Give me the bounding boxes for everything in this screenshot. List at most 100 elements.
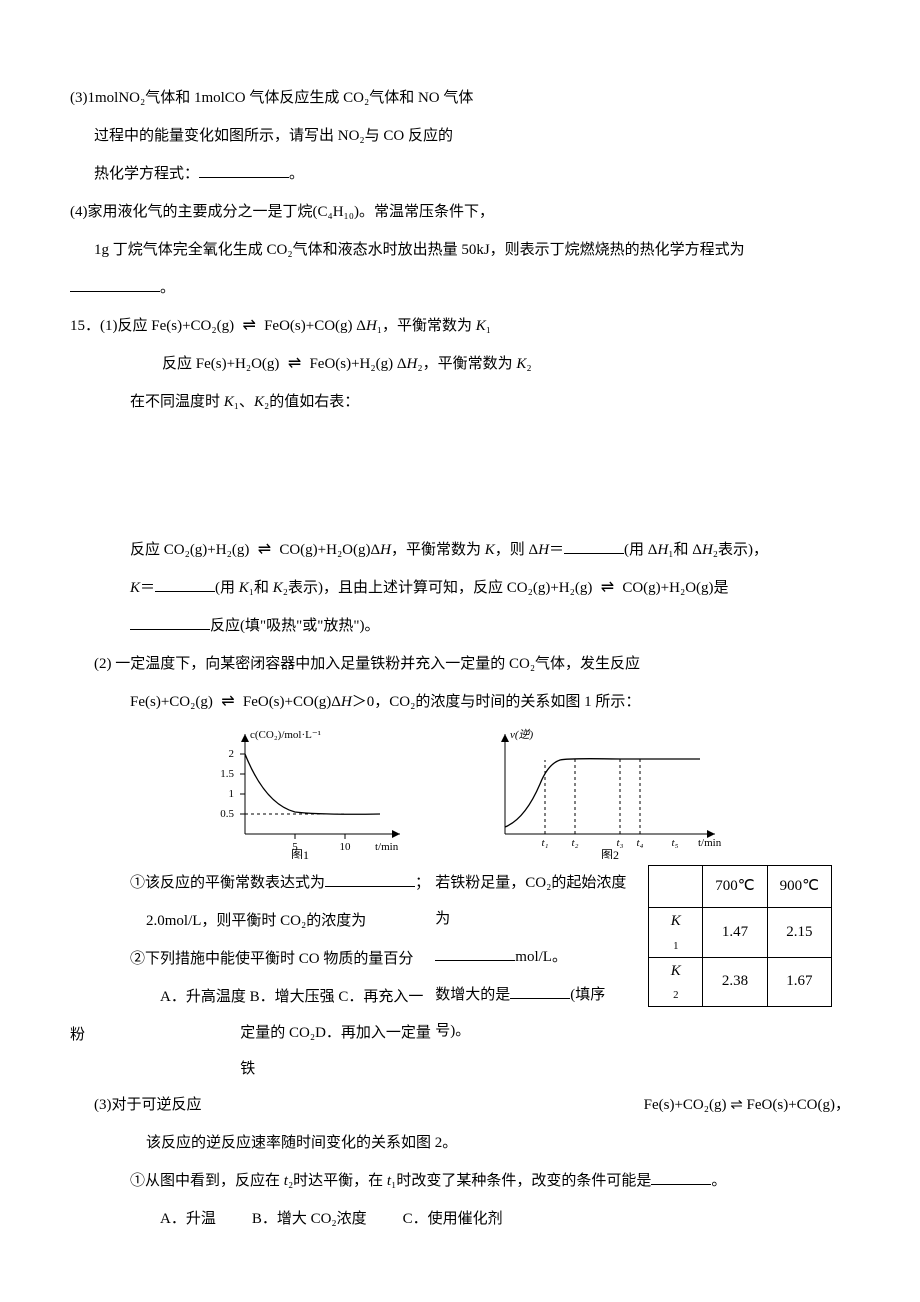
var-K: K (130, 580, 140, 596)
cell: 2.15 (767, 908, 831, 958)
t: ； (415, 875, 430, 891)
svg-text:t₄: t₄ (637, 837, 644, 849)
t: ₂表示)， (713, 542, 768, 558)
eq-arrow-icon (279, 359, 309, 370)
var-H: H (702, 542, 713, 558)
blank-dH[interactable] (564, 540, 624, 554)
q15-2-line1: (2) 一定温度下，向某密闭容器中加入足量铁粉并充入一定量的 CO₂气体，发生反… (70, 646, 850, 682)
blank-conc[interactable] (435, 947, 515, 961)
t: ②下列措施中能使平衡时 CO 物质的量百分 (130, 951, 413, 967)
q4-line1: (4)家用液化气的主要成分之一是丁烷(C₄H₁₀)。常温常压条件下， (70, 194, 850, 230)
var-K: K (224, 394, 234, 410)
wrap-right: mol/L。 (435, 939, 630, 975)
t: 。 (711, 1173, 726, 1189)
opt-a: A．升温 (160, 1211, 216, 1227)
var-K: K (239, 580, 249, 596)
t: (3)对于可逆反应 (94, 1097, 202, 1113)
cell: 2.38 (703, 957, 767, 1007)
svg-text:1.5: 1.5 (220, 768, 234, 780)
t: ₂时达平衡，在 (288, 1173, 387, 1189)
q3-pre: 热化学方程式： (94, 166, 199, 182)
t: ₁、 (234, 394, 254, 410)
t: FeO(s)+H₂(g) Δ (309, 356, 406, 372)
t: ₁ (486, 318, 491, 334)
q15-3-line2: 该反应的逆反应速率随时间变化的关系如图 2。 (70, 1125, 850, 1161)
blank-type[interactable] (130, 616, 210, 630)
t: ₁和 (249, 580, 273, 596)
q4-line2: 1g 丁烷气体完全氧化生成 CO₂气体和液态水时放出热量 50kJ，则表示丁烷燃… (70, 232, 850, 268)
q15-1-line6: 反应(填"吸热"或"放热")。 (70, 608, 850, 644)
table-row: 700℃ 900℃ (649, 866, 832, 908)
cell: 1.47 (703, 908, 767, 958)
eq-arrow-icon (213, 697, 243, 708)
var-H: H (380, 542, 391, 558)
svg-text:图2: 图2 (601, 848, 619, 859)
var-K: K (476, 318, 486, 334)
t: (用 (215, 580, 239, 596)
q15-1-line1: 15．(1)反应 Fe(s)+CO₂(g)FeO(s)+CO(g) ΔH₁，平衡… (70, 308, 850, 344)
q3-blank[interactable] (199, 164, 289, 178)
t: ＝ (549, 542, 564, 558)
var-K: K (273, 580, 283, 596)
t: ₂ (526, 356, 531, 372)
eq-arrow-icon (592, 583, 622, 594)
eq-arrow-icon (249, 545, 279, 556)
t: ①从图中看到，反应在 (130, 1173, 284, 1189)
t: ₂表示)，且由上述计算可知，反应 CO₂(g)+H₂(g) (283, 580, 593, 596)
opt-b: B．增大 CO₂浓度 (252, 1211, 367, 1227)
blank-expr[interactable] (325, 873, 415, 887)
svg-text:t/min: t/min (698, 837, 722, 849)
wrap-right: 数增大的是(填序号)。 (435, 977, 630, 1049)
svg-text:0.5: 0.5 (220, 808, 234, 820)
t: ，平衡常数为 (391, 542, 485, 558)
t: ₁和 Δ (668, 542, 702, 558)
q15-3-line1: (3)对于可逆反应 Fe(s)+CO₂(g) ⇌ FeO(s)+CO(g)， (70, 1087, 850, 1123)
t: 15．(1)反应 Fe(s)+CO₂(g) (70, 318, 234, 334)
t: Fe(s)+CO₂(g) (130, 694, 213, 710)
cell-K1: K1 (649, 908, 703, 958)
blank-K[interactable] (155, 578, 215, 592)
q4-post: 。 (160, 280, 175, 296)
figures-row: c(CO₂)/mol·L⁻¹ 2 1.5 1 0.5 5 10 t/min 图1… (70, 724, 850, 859)
var-H: H (366, 318, 377, 334)
q3-line3: 热化学方程式： 。 (70, 156, 850, 192)
cell-empty (649, 866, 703, 908)
svg-text:2: 2 (229, 748, 235, 760)
t: ₂的值如右表： (264, 394, 359, 410)
svg-text:t₁: t₁ (542, 837, 549, 849)
q15-1-line3: 在不同温度时 K₁、K₂的值如右表： (70, 384, 850, 420)
t: ₂，平衡常数为 (417, 356, 516, 372)
q15-3-options: A．升温B．增大 CO₂浓度C．使用催化剂 (70, 1201, 850, 1237)
cell-K2: K2 (649, 957, 703, 1007)
cell-700: 700℃ (703, 866, 767, 908)
t: 2.0mol/L，则平衡时 CO₂的浓度为 (146, 913, 366, 929)
t: 数增大的是 (435, 987, 510, 1003)
eq-arrow-icon (234, 321, 264, 332)
fig1-ylabel: c(CO₂)/mol·L⁻¹ (250, 729, 321, 741)
t: ₁时改变了某种条件，改变的条件可能是 (391, 1173, 651, 1189)
q15-1-line5: K＝(用 K₁和 K₂表示)，且由上述计算可知，反应 CO₂(g)+H₂(g)C… (70, 570, 850, 606)
q3-line1: (3)1molNO₂气体和 1molCO 气体反应生成 CO₂气体和 NO 气体 (70, 80, 850, 116)
q15-2-line2: Fe(s)+CO₂(g)FeO(s)+CO(g)ΔH＞0，CO₂的浓度与时间的关… (70, 684, 850, 720)
svg-text:10: 10 (340, 841, 352, 853)
t: 反应 Fe(s)+H₂O(g) (162, 356, 279, 372)
svg-text:v(逆): v(逆) (510, 728, 534, 741)
svg-text:t₅: t₅ (672, 837, 679, 849)
t: ①该反应的平衡常数表达式为 (130, 875, 325, 891)
q3-post: 。 (289, 166, 304, 182)
q4-line3: 。 (70, 270, 850, 306)
q15-3-line3: ①从图中看到，反应在 t₂时达平衡，在 t₁时改变了某种条件，改变的条件可能是。 (70, 1163, 850, 1199)
var-K: K (516, 356, 526, 372)
var-H: H (657, 542, 668, 558)
t: (用 Δ (624, 542, 657, 558)
var-H: H (407, 356, 418, 372)
q3-line2: 过程中的能量变化如图所示，请写出 NO₂与 CO 反应的 (70, 118, 850, 154)
q4-blank[interactable] (70, 278, 160, 292)
blank-opt[interactable] (510, 985, 570, 999)
t: FeO(s)+CO(g) Δ (264, 318, 366, 334)
blank-cond[interactable] (651, 1171, 711, 1185)
wrap-block: 700℃ 900℃ K1 1.47 2.15 K2 2.38 1.67 ①该反应… (70, 865, 850, 1087)
t: ＞0，CO₂的浓度与时间的关系如图 1 所示： (352, 694, 641, 710)
wrap-right: 定量的 CO₂D．再加入一定量铁 (240, 1015, 435, 1087)
svg-text:t/min: t/min (375, 841, 399, 853)
